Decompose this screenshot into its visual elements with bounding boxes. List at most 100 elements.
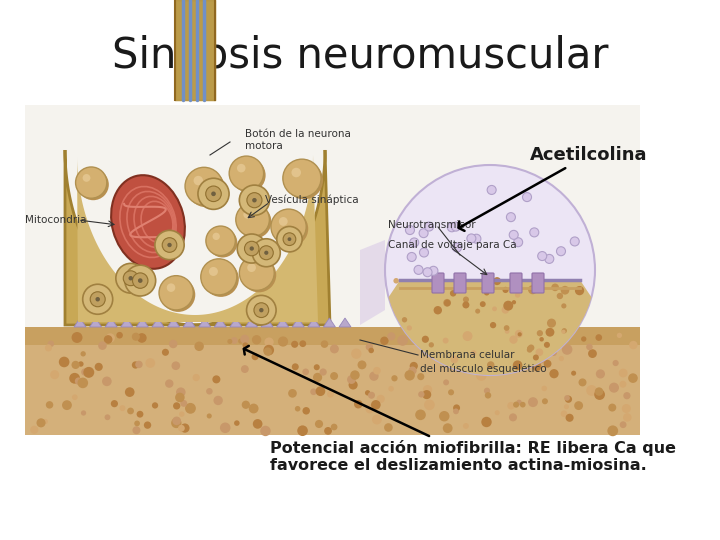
- Circle shape: [620, 421, 626, 428]
- Circle shape: [561, 286, 570, 295]
- Circle shape: [570, 237, 580, 246]
- Circle shape: [37, 418, 45, 427]
- Circle shape: [503, 287, 508, 293]
- Polygon shape: [121, 318, 132, 327]
- Circle shape: [187, 170, 225, 207]
- Circle shape: [213, 396, 222, 405]
- Circle shape: [220, 422, 230, 433]
- Circle shape: [443, 423, 453, 433]
- Circle shape: [242, 401, 250, 409]
- Polygon shape: [199, 318, 211, 327]
- Circle shape: [285, 161, 323, 199]
- Circle shape: [81, 351, 86, 356]
- Circle shape: [537, 355, 545, 363]
- Circle shape: [252, 335, 261, 345]
- Circle shape: [251, 353, 258, 360]
- Circle shape: [300, 340, 306, 347]
- Circle shape: [369, 348, 374, 353]
- Circle shape: [536, 348, 543, 356]
- Circle shape: [134, 421, 140, 426]
- Circle shape: [464, 340, 474, 350]
- Circle shape: [278, 336, 288, 347]
- Circle shape: [175, 393, 184, 402]
- Circle shape: [487, 185, 496, 194]
- Circle shape: [518, 332, 522, 336]
- Circle shape: [104, 414, 110, 420]
- Circle shape: [457, 341, 466, 349]
- Circle shape: [180, 423, 189, 433]
- Circle shape: [439, 411, 449, 421]
- Circle shape: [387, 332, 395, 340]
- Circle shape: [83, 284, 113, 314]
- Circle shape: [365, 404, 374, 414]
- Circle shape: [533, 354, 539, 361]
- Circle shape: [366, 343, 373, 350]
- Circle shape: [42, 419, 48, 424]
- Circle shape: [388, 386, 394, 391]
- Circle shape: [245, 241, 259, 256]
- Circle shape: [287, 237, 292, 241]
- Circle shape: [76, 167, 107, 198]
- Circle shape: [212, 375, 220, 383]
- Circle shape: [358, 360, 366, 369]
- Circle shape: [235, 203, 269, 237]
- Circle shape: [581, 336, 586, 342]
- Circle shape: [562, 303, 567, 308]
- Circle shape: [125, 265, 156, 296]
- Circle shape: [117, 332, 123, 339]
- Circle shape: [365, 390, 370, 395]
- Circle shape: [185, 167, 223, 205]
- Circle shape: [137, 411, 143, 417]
- Circle shape: [330, 372, 338, 380]
- Circle shape: [530, 228, 539, 237]
- FancyBboxPatch shape: [532, 273, 544, 293]
- Circle shape: [253, 419, 263, 429]
- Circle shape: [264, 347, 272, 356]
- Text: Membrana celular
del músculo esquelético: Membrana celular del músculo esquelético: [420, 350, 546, 374]
- Circle shape: [206, 226, 235, 255]
- Circle shape: [528, 285, 537, 294]
- Circle shape: [132, 361, 139, 369]
- Circle shape: [192, 374, 200, 381]
- Circle shape: [550, 349, 557, 356]
- Polygon shape: [168, 318, 179, 327]
- Polygon shape: [360, 240, 385, 325]
- Circle shape: [418, 391, 425, 397]
- Circle shape: [523, 346, 528, 351]
- Circle shape: [546, 328, 554, 336]
- Polygon shape: [136, 318, 148, 327]
- Circle shape: [506, 213, 516, 221]
- Circle shape: [477, 364, 487, 374]
- Text: Acetilcolina: Acetilcolina: [459, 146, 647, 231]
- Circle shape: [415, 409, 426, 420]
- Circle shape: [488, 350, 495, 357]
- Circle shape: [252, 239, 280, 267]
- Circle shape: [144, 421, 151, 429]
- Circle shape: [206, 186, 221, 201]
- Circle shape: [330, 424, 338, 430]
- Circle shape: [617, 333, 622, 338]
- Circle shape: [347, 375, 356, 384]
- Circle shape: [462, 301, 469, 308]
- Circle shape: [260, 426, 271, 436]
- Polygon shape: [183, 318, 195, 327]
- Circle shape: [162, 238, 177, 252]
- Circle shape: [295, 406, 300, 411]
- Circle shape: [624, 392, 631, 399]
- Circle shape: [596, 369, 605, 379]
- Circle shape: [373, 367, 381, 375]
- Circle shape: [549, 337, 554, 343]
- FancyBboxPatch shape: [25, 327, 640, 345]
- Circle shape: [152, 402, 158, 409]
- Circle shape: [385, 165, 595, 375]
- Circle shape: [574, 401, 583, 410]
- Circle shape: [536, 330, 543, 336]
- Circle shape: [444, 300, 451, 306]
- Circle shape: [206, 388, 212, 395]
- Circle shape: [48, 341, 54, 347]
- Circle shape: [71, 332, 83, 343]
- Circle shape: [564, 404, 569, 409]
- Circle shape: [451, 356, 458, 363]
- Circle shape: [520, 402, 526, 408]
- Circle shape: [98, 341, 107, 350]
